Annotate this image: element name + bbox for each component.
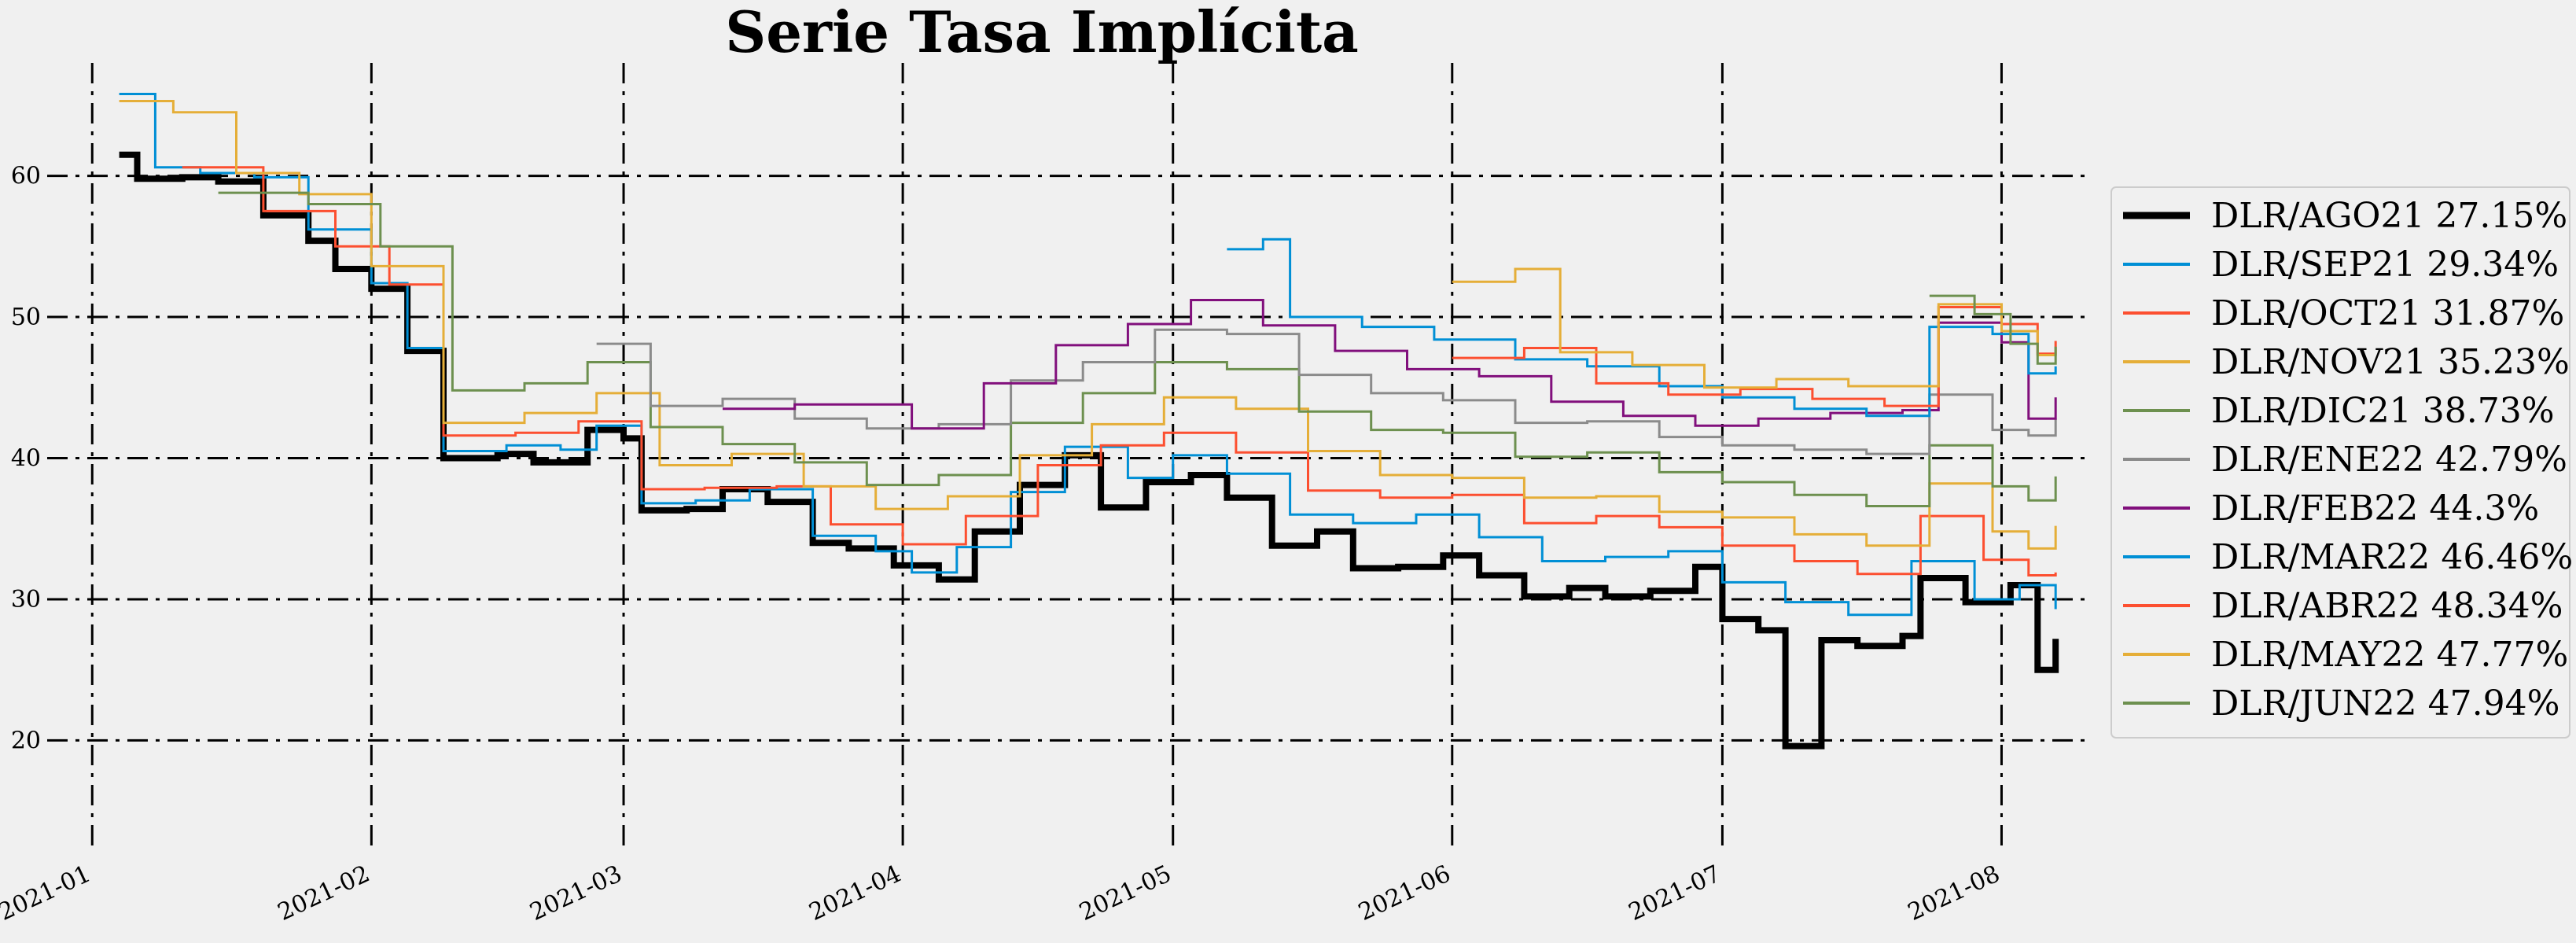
x-tick-label: 2021-04 bbox=[805, 860, 906, 926]
legend-entry: DLR/MAY22 47.77% bbox=[2211, 635, 2568, 675]
series-line-2 bbox=[182, 166, 2057, 576]
series-line-10 bbox=[1929, 294, 2057, 365]
x-tick-label: 2021-01 bbox=[0, 860, 95, 926]
legend-entry: DLR/MAR22 46.46% bbox=[2211, 537, 2573, 577]
legend: DLR/AGO21 27.15% DLR/SEP21 29.34% DLR/OCT2… bbox=[2110, 186, 2573, 739]
y-tick-label: 50 bbox=[11, 304, 41, 331]
legend-items: DLR/AGO21 27.15% DLR/SEP21 29.34% DLR/OCT2… bbox=[2123, 196, 2573, 724]
x-tick-label: 2021-05 bbox=[1075, 860, 1176, 926]
x-axis-ticks: 2021-01 2021-02 2021-03 2021-04 2021-05 2021-… bbox=[0, 860, 2004, 926]
series-line-0 bbox=[119, 151, 2059, 750]
x-tick-label: 2021-06 bbox=[1354, 860, 1455, 926]
legend-entry: DLR/ENE22 42.79% bbox=[2211, 440, 2567, 480]
x-tick-label: 2021-08 bbox=[1904, 860, 2004, 926]
y-tick-label: 30 bbox=[11, 586, 41, 613]
series-line-9 bbox=[1452, 267, 2057, 389]
y-tick-label: 60 bbox=[11, 163, 41, 190]
x-tick-label: 2021-07 bbox=[1625, 860, 1725, 926]
legend-entry: DLR/FEB22 44.3% bbox=[2211, 488, 2539, 529]
legend-entry: DLR/OCT21 31.87% bbox=[2211, 293, 2564, 333]
y-axis-ticks: 20 30 40 50 60 bbox=[11, 163, 41, 755]
x-tick-label: 2021-03 bbox=[526, 860, 627, 926]
legend-entry: DLR/JUN22 47.94% bbox=[2211, 683, 2559, 724]
legend-box bbox=[2110, 186, 2570, 739]
series-line-4 bbox=[218, 191, 2057, 507]
series-line-1 bbox=[119, 93, 2057, 617]
legend-entry: DLR/NOV21 35.23% bbox=[2211, 342, 2570, 382]
y-tick-label: 20 bbox=[11, 727, 41, 754]
legend-entry: DLR/SEP21 29.34% bbox=[2211, 245, 2559, 285]
legend-entry: DLR/ABR22 48.34% bbox=[2211, 586, 2563, 626]
y-tick-label: 40 bbox=[11, 445, 41, 473]
series-line-3 bbox=[119, 100, 2057, 550]
series-line-5 bbox=[596, 328, 2057, 455]
grid bbox=[47, 63, 2092, 853]
chart-title: Serie Tasa Implícita bbox=[725, 0, 1359, 65]
series-line-8 bbox=[1452, 306, 2057, 407]
legend-entry: DLR/AGO21 27.15% bbox=[2211, 196, 2567, 236]
series-line-7 bbox=[1227, 238, 2057, 418]
series-lines bbox=[119, 93, 2059, 750]
x-tick-label: 2021-02 bbox=[274, 860, 374, 926]
legend-entry: DLR/DIC21 38.73% bbox=[2211, 391, 2555, 431]
